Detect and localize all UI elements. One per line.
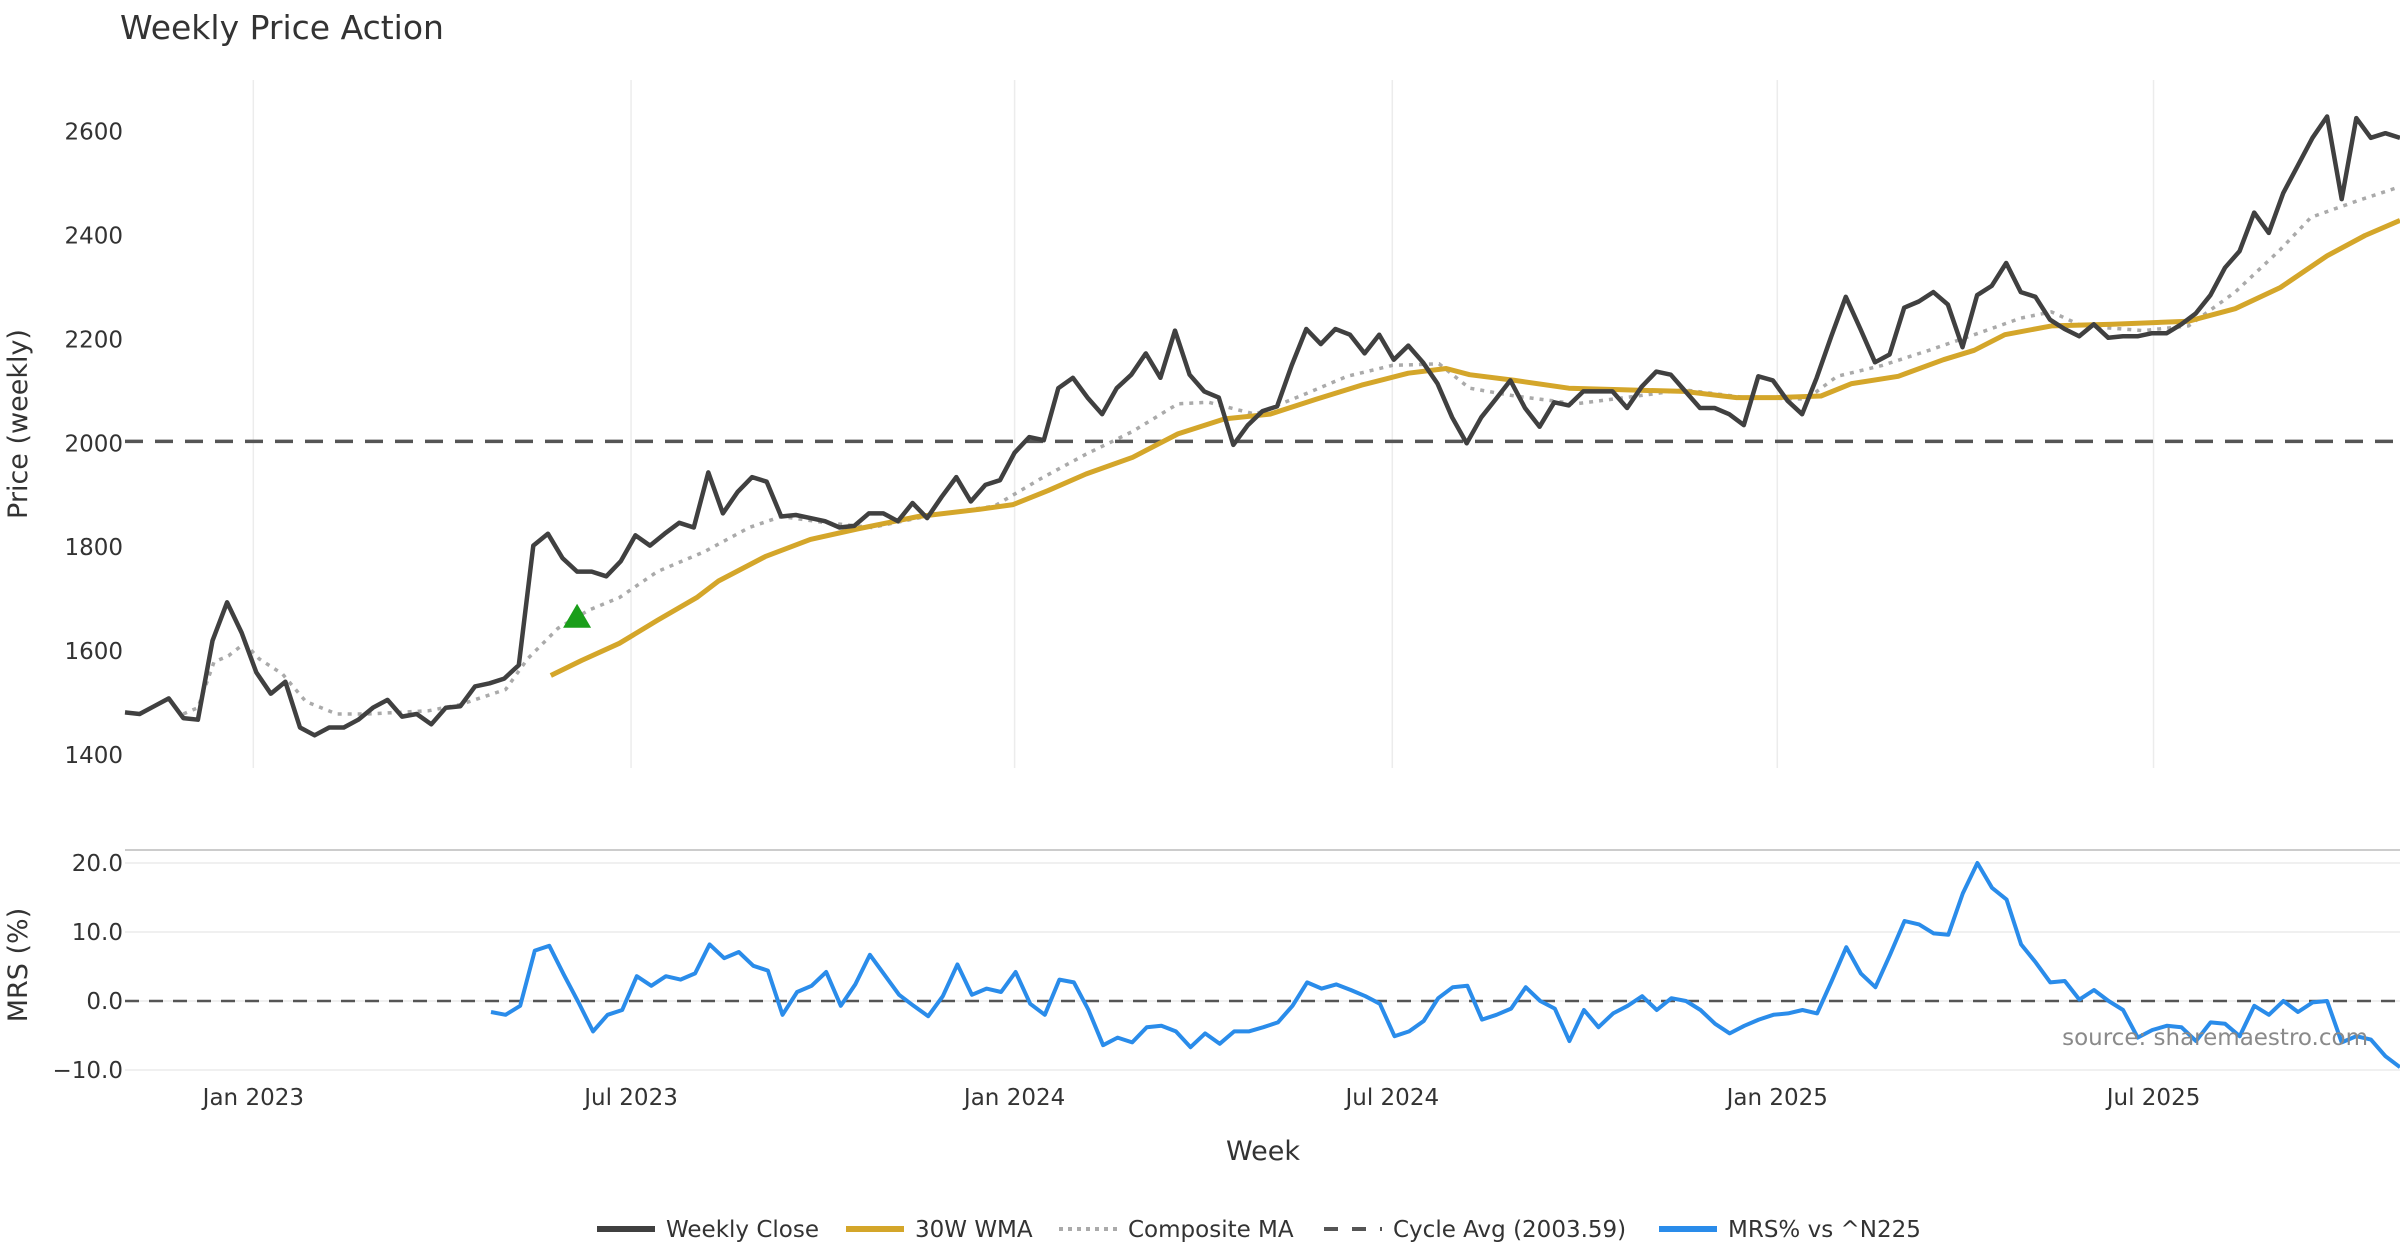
price-y-tick-label: 2000 (64, 431, 123, 457)
legend-item: 30W WMA (846, 1217, 1033, 1243)
mrs-y-tick-label: 10.0 (72, 920, 123, 946)
x-tick-label: Jul 2025 (2105, 1085, 2201, 1111)
legend-label: 30W WMA (915, 1217, 1033, 1243)
buy-signal-triangle-icon (563, 603, 592, 628)
gridlines (125, 80, 2400, 1071)
legend-label: Weekly Close (666, 1217, 819, 1243)
mrs-y-tick-label: 0.0 (86, 989, 123, 1015)
legend-label: MRS% vs ^N225 (1728, 1217, 1921, 1243)
mrs-y-axis-label: MRS (%) (3, 908, 34, 1023)
price-y-tick-label: 2200 (64, 327, 123, 353)
mrs-line (490, 861, 2400, 1069)
price-y-ticks: 1400 1600 1800 2000 2200 2400 2600 (64, 120, 123, 769)
price-y-axis-label: Price (weekly) (3, 329, 34, 519)
wma-30w-line (549, 218, 2400, 678)
legend-item: Weekly Close (597, 1217, 819, 1243)
x-tick-label: Jan 2025 (1725, 1085, 1828, 1111)
legend-item: Cycle Avg (2003.59) (1324, 1217, 1626, 1243)
x-tick-label: Jan 2024 (962, 1085, 1065, 1111)
price-y-tick-label: 2600 (64, 120, 123, 146)
source-watermark: source: sharemaestro.com (2062, 1025, 2368, 1051)
composite-ma-line (182, 185, 2400, 716)
series-layer (124, 114, 2400, 1069)
price-y-tick-label: 2400 (64, 224, 123, 250)
mrs-y-ticks: 20.0 10.0 0.0 −10.0 (53, 851, 123, 1084)
x-ticks: Jan 2023 Jul 2023 Jan 2024 Jul 2024 Jan 2025… (201, 1085, 2201, 1111)
chart-title: Weekly Price Action (120, 8, 444, 47)
weekly-close-line (124, 114, 2400, 738)
x-tick-label: Jan 2023 (201, 1085, 304, 1111)
mrs-y-tick-label: 20.0 (72, 851, 123, 877)
legend-label: Cycle Avg (2003.59) (1393, 1217, 1626, 1243)
price-y-tick-label: 1600 (64, 639, 123, 665)
legend: Weekly Close 30W WMA Composite MA Cycle Avg… (597, 1217, 1921, 1243)
legend-label: Composite MA (1128, 1217, 1294, 1243)
price-y-tick-label: 1400 (64, 743, 123, 769)
x-tick-label: Jul 2023 (582, 1085, 678, 1111)
x-tick-label: Jul 2024 (1343, 1085, 1439, 1111)
price-y-tick-label: 1800 (64, 535, 123, 561)
legend-item: Composite MA (1059, 1217, 1294, 1243)
x-axis-label: Week (1226, 1136, 1300, 1167)
mrs-y-tick-label: −10.0 (53, 1058, 123, 1084)
legend-item: MRS% vs ^N225 (1659, 1217, 1921, 1243)
